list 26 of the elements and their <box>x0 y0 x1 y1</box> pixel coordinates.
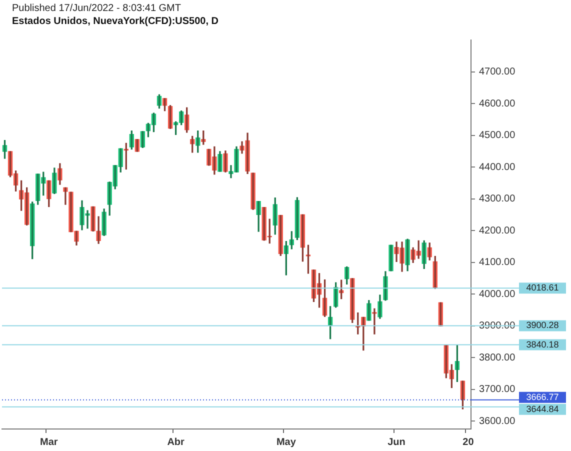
chart-title: Estados Unidos, NuevaYork(CFD):US500, D <box>12 15 220 28</box>
y-tick-label: 4700.00 <box>479 66 516 78</box>
candlestick <box>134 139 140 152</box>
x-tick-label: 20 <box>462 436 474 448</box>
y-tick-label: 4000.00 <box>479 288 516 300</box>
y-tick-label: 4600.00 <box>479 98 516 110</box>
y-tick-label: 4300.00 <box>479 194 516 205</box>
x-tick-label: Abr <box>167 436 185 448</box>
y-tick-label: 4500.00 <box>479 130 516 142</box>
x-tick-label: May <box>276 436 296 448</box>
ref-line-label: 3900.28 <box>526 320 559 330</box>
y-tick-label: 3600.00 <box>479 416 516 427</box>
y-tick-label: 4100.00 <box>479 257 516 268</box>
candlestick <box>388 244 394 272</box>
y-tick-label: 4200.00 <box>479 225 516 236</box>
ref-line-label: 4018.61 <box>526 282 559 293</box>
ref-line-label: 3840.18 <box>526 339 559 350</box>
x-tick-label: Mar <box>40 436 58 448</box>
y-tick-label: 4400.00 <box>479 162 516 173</box>
x-tick-label: Jun <box>388 436 406 448</box>
text: Published 17/Jun/2022 - 8:03:41 GMT <box>12 3 182 15</box>
ref-line-label: 3666.77 <box>526 392 559 402</box>
y-tick-label: 3800.00 <box>479 352 516 364</box>
ref-line-label: 3644.84 <box>526 404 559 414</box>
y-tick-label: 3700.00 <box>479 384 516 396</box>
candlestick <box>90 206 96 232</box>
